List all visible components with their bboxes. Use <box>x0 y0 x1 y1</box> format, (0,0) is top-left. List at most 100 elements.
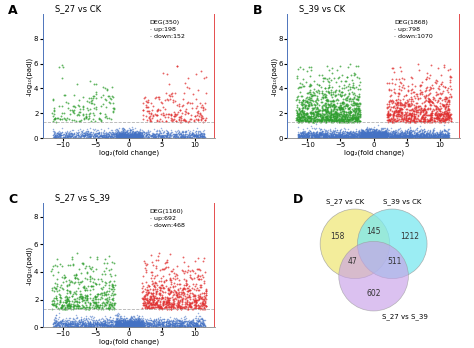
Point <box>363 135 370 140</box>
Point <box>364 131 371 137</box>
Point <box>134 316 142 322</box>
Point <box>194 274 201 279</box>
Point <box>342 102 350 108</box>
Point <box>131 321 138 326</box>
Point <box>329 98 337 104</box>
Point <box>380 129 387 135</box>
Point <box>356 135 364 141</box>
Point <box>165 135 173 141</box>
Point <box>116 132 124 137</box>
Point <box>371 131 378 137</box>
Point <box>120 315 128 321</box>
Point <box>132 135 139 141</box>
Point <box>159 130 167 135</box>
Point <box>104 323 111 329</box>
Point <box>174 134 182 139</box>
Point <box>359 132 366 137</box>
Point <box>83 323 91 329</box>
Point <box>420 107 428 113</box>
Point <box>141 295 148 300</box>
Point <box>156 315 164 320</box>
Point <box>125 322 132 327</box>
Point <box>310 130 317 136</box>
Point <box>422 93 429 98</box>
Point <box>356 112 364 117</box>
Point <box>163 304 170 310</box>
Point <box>109 109 117 114</box>
Point <box>438 131 446 137</box>
Point <box>296 134 303 140</box>
Point <box>122 134 130 139</box>
Point <box>145 317 153 323</box>
Point <box>433 112 440 118</box>
Point <box>393 132 401 138</box>
Point <box>346 117 354 122</box>
Point <box>135 134 143 139</box>
Point <box>146 118 154 123</box>
Point <box>176 107 183 112</box>
Point <box>185 319 192 325</box>
Point <box>388 76 396 81</box>
Point <box>113 321 121 326</box>
Point <box>184 294 191 300</box>
Point <box>117 131 124 136</box>
Point <box>140 317 147 323</box>
Point <box>138 133 146 139</box>
Point <box>147 295 155 300</box>
Point <box>74 132 82 138</box>
Point <box>392 133 400 139</box>
Point <box>182 324 189 329</box>
Point <box>413 134 420 140</box>
Point <box>392 135 399 141</box>
Point <box>159 322 166 328</box>
Point <box>113 135 120 141</box>
Point <box>368 135 375 141</box>
Point <box>395 135 402 140</box>
Point <box>195 317 203 323</box>
Point <box>158 135 165 140</box>
Point <box>139 300 146 306</box>
Point <box>323 116 330 122</box>
Point <box>197 130 205 136</box>
Point <box>107 323 115 329</box>
Point <box>96 135 104 140</box>
Point <box>180 322 188 328</box>
Point <box>119 135 127 141</box>
Point <box>187 135 195 141</box>
Point <box>188 277 196 282</box>
Point <box>125 322 133 327</box>
Point <box>78 324 85 329</box>
Point <box>105 319 113 324</box>
Point <box>113 323 121 329</box>
Point <box>439 133 447 138</box>
Point <box>335 118 342 123</box>
Point <box>191 133 198 139</box>
Point <box>118 323 126 329</box>
Point <box>336 63 344 69</box>
Point <box>426 131 434 136</box>
Point <box>375 132 383 137</box>
Point <box>403 129 411 134</box>
Point <box>420 132 428 138</box>
Point <box>365 129 373 135</box>
Point <box>86 320 94 326</box>
Point <box>350 72 358 78</box>
Point <box>328 132 336 137</box>
Point <box>112 315 120 321</box>
Point <box>303 94 310 100</box>
Point <box>344 129 351 135</box>
Point <box>140 133 147 139</box>
Point <box>333 133 341 138</box>
Point <box>55 321 63 326</box>
Point <box>128 134 136 140</box>
Point <box>356 130 363 136</box>
Point <box>332 109 340 114</box>
Point <box>323 64 330 69</box>
Point <box>185 130 193 136</box>
Point <box>118 135 125 140</box>
Point <box>410 116 418 122</box>
Point <box>406 130 414 136</box>
Point <box>358 133 366 139</box>
Point <box>128 130 136 136</box>
Point <box>379 132 387 137</box>
